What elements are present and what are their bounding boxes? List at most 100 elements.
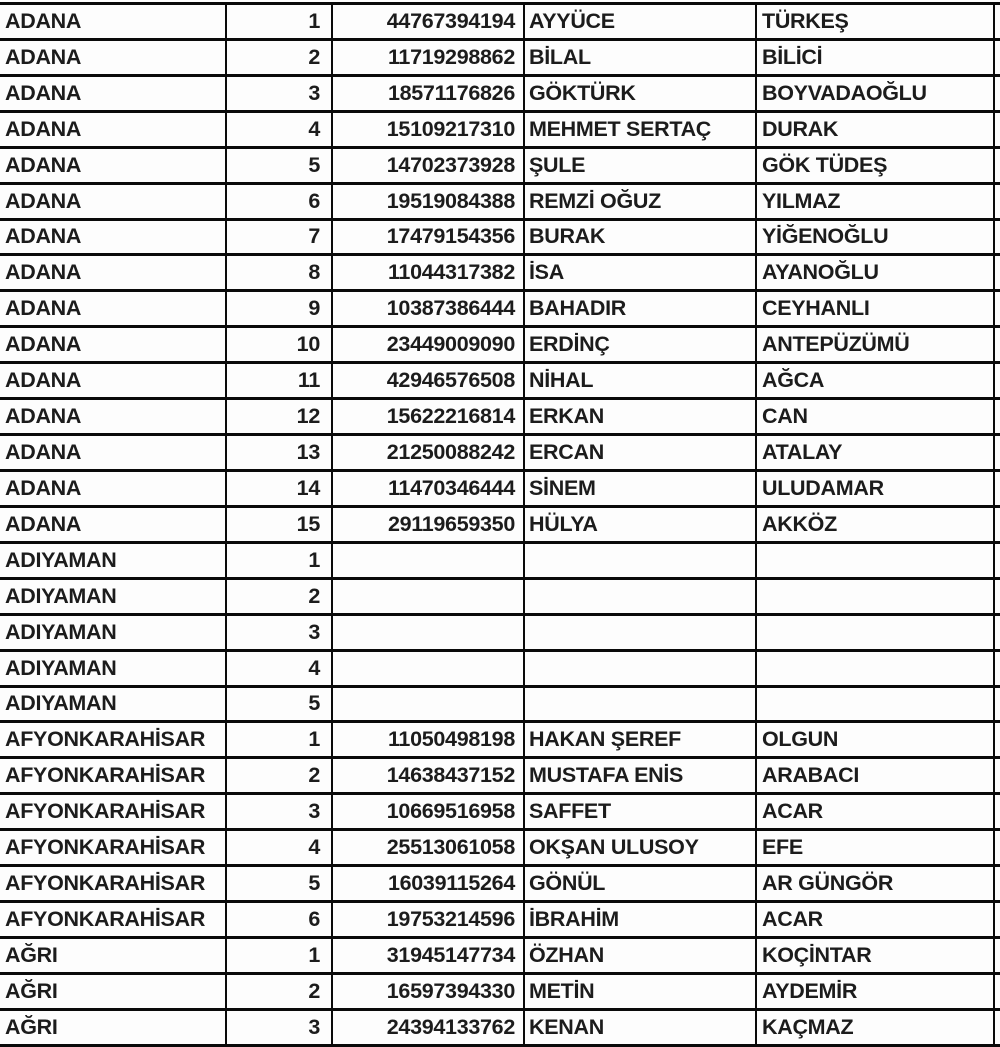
cell-first-name: MEHMET SERTAÇ [525,112,757,149]
cell-cutoff-column [995,112,1000,149]
cell-id-number: 14702373928 [333,148,525,185]
cell-province: AFYONKARAHİSAR [0,867,227,904]
cell-province: ADANA [0,5,227,41]
cell-cutoff-column [995,723,1000,760]
table-row: ADANA 15 29119659350 HÜLYA AKKÖZ [0,507,1000,544]
cell-province: AFYONKARAHİSAR [0,723,227,760]
cell-cutoff-column [995,220,1000,257]
cell-row-number: 12 [227,400,333,437]
cell-id-number: 14638437152 [333,759,525,796]
cell-cutoff-column [995,651,1000,688]
cell-first-name: NİHAL [525,364,757,401]
cell-last-name: BİLİCİ [757,40,995,77]
cell-last-name: YILMAZ [757,184,995,221]
cell-last-name [757,687,995,724]
table-row: AFYONKARAHİSAR 5 16039115264 GÖNÜL AR GÜ… [0,867,1000,904]
cell-province: ADANA [0,112,227,149]
cell-row-number: 1 [227,723,333,760]
cell-last-name: GÖK TÜDEŞ [757,148,995,185]
table-row: AĞRI 2 16597394330 METİN AYDEMİR [0,974,1000,1011]
cell-province: AĞRI [0,974,227,1011]
cell-id-number [333,651,525,688]
cell-id-number: 25513061058 [333,831,525,868]
cell-province: ADIYAMAN [0,579,227,616]
cell-row-number: 6 [227,184,333,221]
cell-id-number: 21250088242 [333,436,525,472]
cell-first-name: ŞULE [525,148,757,185]
cell-last-name [757,543,995,580]
cell-last-name: BOYVADAOĞLU [757,76,995,113]
cell-first-name: HÜLYA [525,507,757,544]
cell-id-number: 11044317382 [333,256,525,293]
cell-first-name: GÖKTÜRK [525,76,757,113]
cell-cutoff-column [995,867,1000,904]
table-row: ADANA 9 10387386444 BAHADIR CEYHANLI [0,292,1000,329]
cell-id-number: 10669516958 [333,795,525,832]
cell-last-name [757,651,995,688]
cell-last-name: ACAR [757,903,995,939]
cell-id-number: 10387386444 [333,292,525,329]
cell-province: ADANA [0,328,227,365]
cell-first-name: OKŞAN ULUSOY [525,831,757,868]
cell-province: ADANA [0,364,227,401]
cell-row-number: 1 [227,5,333,41]
cell-cutoff-column [995,400,1000,437]
table-row: ADANA 4 15109217310 MEHMET SERTAÇ DURAK [0,112,1000,149]
cell-province: AĞRI [0,1010,227,1047]
cell-cutoff-column [995,292,1000,329]
cell-first-name [525,579,757,616]
cell-id-number [333,687,525,724]
cell-row-number: 15 [227,507,333,544]
cell-province: AFYONKARAHİSAR [0,831,227,868]
cell-last-name: AYDEMİR [757,974,995,1011]
cell-first-name: GÖNÜL [525,867,757,904]
table-row: ADANA 1 44767394194 AYYÜCE TÜRKEŞ [0,5,1000,41]
table-row: AĞRI 3 24394133762 KENAN KAÇMAZ [0,1010,1000,1047]
cell-cutoff-column [995,903,1000,939]
cell-row-number: 7 [227,220,333,257]
cell-first-name: AYYÜCE [525,5,757,41]
cell-last-name: CEYHANLI [757,292,995,329]
cell-cutoff-column [995,974,1000,1011]
cell-province: ADANA [0,184,227,221]
cell-id-number: 24394133762 [333,1010,525,1047]
cell-first-name: BURAK [525,220,757,257]
table-row: AĞRI 1 31945147734 ÖZHAN KOÇİNTAR [0,938,1000,975]
cell-row-number: 1 [227,938,333,975]
table-row: ADANA 12 15622216814 ERKAN CAN [0,400,1000,437]
cell-id-number: 19753214596 [333,903,525,939]
table-row: ADIYAMAN 2 [0,579,1000,616]
cell-province: ADANA [0,220,227,257]
cell-cutoff-column [995,328,1000,365]
cell-cutoff-column [995,579,1000,616]
cell-province: ADANA [0,507,227,544]
cell-first-name: ERCAN [525,436,757,472]
cell-id-number: 42946576508 [333,364,525,401]
cell-province: ADANA [0,400,227,437]
cell-id-number: 16039115264 [333,867,525,904]
cell-row-number: 5 [227,687,333,724]
cell-cutoff-column [995,76,1000,113]
cell-row-number: 4 [227,112,333,149]
cell-last-name: EFE [757,831,995,868]
cell-id-number: 11050498198 [333,723,525,760]
cell-first-name [525,651,757,688]
cell-first-name: İSA [525,256,757,293]
table-row: ADIYAMAN 5 [0,687,1000,724]
cell-province: ADANA [0,471,227,508]
cell-cutoff-column [995,184,1000,221]
table-row: ADANA 6 19519084388 REMZİ OĞUZ YILMAZ [0,184,1000,221]
cell-last-name: OLGUN [757,723,995,760]
cell-first-name: SİNEM [525,471,757,508]
cell-province: AĞRI [0,938,227,975]
cell-id-number: 19519084388 [333,184,525,221]
cell-id-number [333,615,525,652]
cell-province: AFYONKARAHİSAR [0,759,227,796]
cell-first-name: ÖZHAN [525,938,757,975]
cell-last-name: ARABACI [757,759,995,796]
cell-id-number: 23449009090 [333,328,525,365]
cell-cutoff-column [995,759,1000,796]
cell-row-number: 8 [227,256,333,293]
